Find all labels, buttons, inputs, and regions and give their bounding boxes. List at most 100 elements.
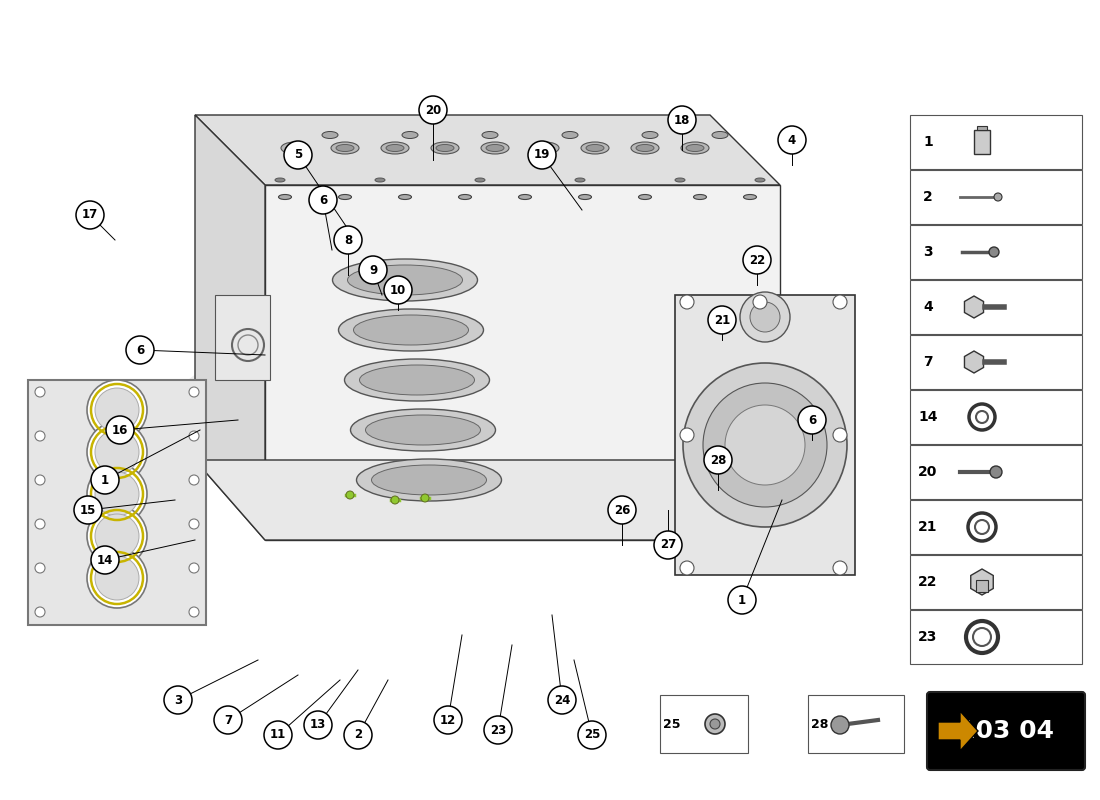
Ellipse shape <box>586 145 604 151</box>
Circle shape <box>35 519 45 529</box>
Ellipse shape <box>636 145 654 151</box>
Text: 9: 9 <box>368 263 377 277</box>
Text: 15: 15 <box>80 503 96 517</box>
Text: 1: 1 <box>923 135 933 149</box>
Circle shape <box>35 431 45 441</box>
Bar <box>910 555 1082 609</box>
Circle shape <box>683 363 847 527</box>
Ellipse shape <box>280 142 309 154</box>
Polygon shape <box>195 460 780 540</box>
Circle shape <box>264 721 292 749</box>
Text: 7: 7 <box>224 714 232 726</box>
Circle shape <box>704 446 732 474</box>
Text: 6: 6 <box>807 414 816 426</box>
Ellipse shape <box>331 142 359 154</box>
Ellipse shape <box>344 359 490 401</box>
Ellipse shape <box>675 178 685 182</box>
Circle shape <box>87 422 147 482</box>
Bar <box>28 380 206 625</box>
Circle shape <box>189 387 199 397</box>
Circle shape <box>214 706 242 734</box>
Text: 21: 21 <box>918 520 937 534</box>
Text: 20: 20 <box>425 103 441 117</box>
Ellipse shape <box>336 145 354 151</box>
Text: 1: 1 <box>101 474 109 486</box>
Ellipse shape <box>579 194 592 199</box>
Text: eurocars: eurocars <box>174 351 667 449</box>
Text: 19: 19 <box>534 149 550 162</box>
Circle shape <box>754 295 767 309</box>
Circle shape <box>126 336 154 364</box>
Ellipse shape <box>531 142 559 154</box>
Circle shape <box>87 506 147 566</box>
Circle shape <box>95 472 139 516</box>
Circle shape <box>284 141 312 169</box>
Ellipse shape <box>459 194 472 199</box>
Circle shape <box>833 295 847 309</box>
Circle shape <box>710 719 720 729</box>
Circle shape <box>189 519 199 529</box>
Ellipse shape <box>351 409 495 451</box>
Text: 14: 14 <box>97 554 113 566</box>
Circle shape <box>830 716 849 734</box>
Circle shape <box>390 496 399 504</box>
Circle shape <box>419 96 447 124</box>
Circle shape <box>703 383 827 507</box>
Bar <box>910 115 1082 169</box>
Ellipse shape <box>339 309 484 351</box>
Text: 22: 22 <box>918 575 937 589</box>
Text: 16: 16 <box>112 423 129 437</box>
Circle shape <box>91 546 119 574</box>
Circle shape <box>680 561 694 575</box>
Text: 27: 27 <box>660 538 676 551</box>
Circle shape <box>95 430 139 474</box>
Ellipse shape <box>322 131 338 138</box>
Text: 12: 12 <box>440 714 456 726</box>
Polygon shape <box>195 115 265 540</box>
Circle shape <box>189 431 199 441</box>
Ellipse shape <box>638 194 651 199</box>
Text: 20: 20 <box>918 465 937 479</box>
Circle shape <box>725 405 805 485</box>
Circle shape <box>87 464 147 524</box>
Circle shape <box>189 563 199 573</box>
Text: 24: 24 <box>553 694 570 706</box>
Circle shape <box>359 256 387 284</box>
Polygon shape <box>265 185 780 540</box>
Text: 28: 28 <box>812 718 828 730</box>
Text: 8: 8 <box>344 234 352 246</box>
Circle shape <box>833 428 847 442</box>
Ellipse shape <box>686 145 704 151</box>
Text: 7: 7 <box>923 355 933 369</box>
Ellipse shape <box>436 145 454 151</box>
Text: 13: 13 <box>310 718 326 731</box>
Circle shape <box>484 716 512 744</box>
Ellipse shape <box>278 194 292 199</box>
Circle shape <box>994 193 1002 201</box>
Ellipse shape <box>431 142 459 154</box>
Circle shape <box>750 302 780 332</box>
Ellipse shape <box>575 178 585 182</box>
Ellipse shape <box>744 194 757 199</box>
Ellipse shape <box>381 142 409 154</box>
Circle shape <box>728 586 756 614</box>
Ellipse shape <box>348 265 462 295</box>
Ellipse shape <box>339 194 352 199</box>
Polygon shape <box>965 296 983 318</box>
Ellipse shape <box>402 131 418 138</box>
Text: 2: 2 <box>354 729 362 742</box>
Text: 25: 25 <box>663 718 681 730</box>
Bar <box>976 580 988 592</box>
Ellipse shape <box>486 145 504 151</box>
Ellipse shape <box>755 178 764 182</box>
Text: 103 04: 103 04 <box>958 719 1054 743</box>
Circle shape <box>742 246 771 274</box>
Text: 10: 10 <box>389 283 406 297</box>
Circle shape <box>548 686 576 714</box>
Circle shape <box>608 496 636 524</box>
Ellipse shape <box>693 194 706 199</box>
Ellipse shape <box>581 142 609 154</box>
Bar <box>910 610 1082 664</box>
Circle shape <box>91 466 119 494</box>
Polygon shape <box>675 295 855 575</box>
